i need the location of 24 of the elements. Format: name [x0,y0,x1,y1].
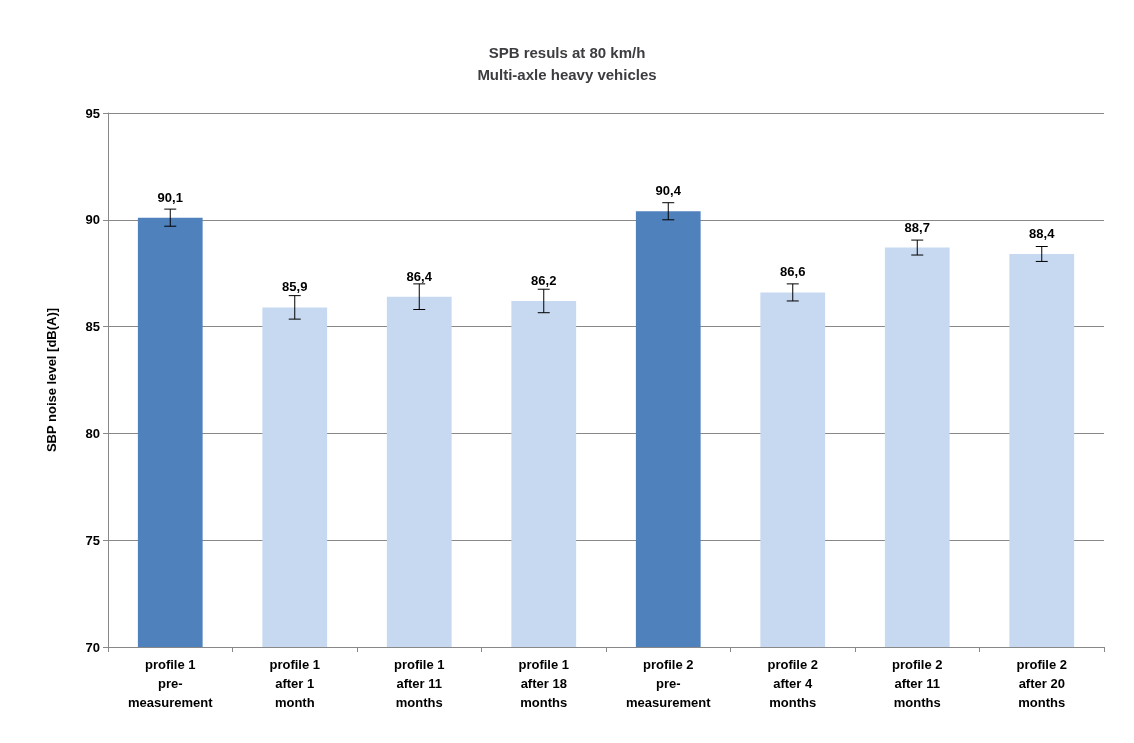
y-tick-label: 95 [85,105,100,121]
x-tick-label: profile 1 after 11 months [393,657,445,710]
x-tick-label: profile 1 after 18 months [518,657,570,710]
x-tick-label: profile 1 after 1 month [269,657,321,710]
chart-title: SPB resuls at 80 km/h Multi-axle heavy vehicles [477,43,657,83]
y-tick-label: 85 [85,319,100,335]
x-tick-label: profile 2 after 4 months [767,657,819,710]
x-tick-label: profile 2 pre- measurement [625,657,712,710]
data-label: 85,9 [282,279,308,295]
data-label: 88,4 [1029,225,1056,241]
x-tick-label: profile 2 after 11 months [891,657,943,710]
y-tick-label: 90 [85,212,100,228]
y-tick-label: 75 [85,532,100,548]
data-label: 86,6 [780,264,806,280]
x-tick-label: profile 2 after 20 months [1016,657,1068,710]
x-tick-label: profile 1 pre- measurement [127,657,214,710]
data-label: 90,1 [157,189,183,205]
data-label: 88,7 [904,219,930,235]
data-label: 90,4 [655,183,682,199]
data-label: 86,2 [531,272,557,288]
y-tick-label: 70 [85,639,100,655]
y-tick-label: 80 [85,425,100,441]
y-axis-title: SBP noise level [dB(A)] [44,307,59,453]
data-label: 86,4 [406,268,433,284]
